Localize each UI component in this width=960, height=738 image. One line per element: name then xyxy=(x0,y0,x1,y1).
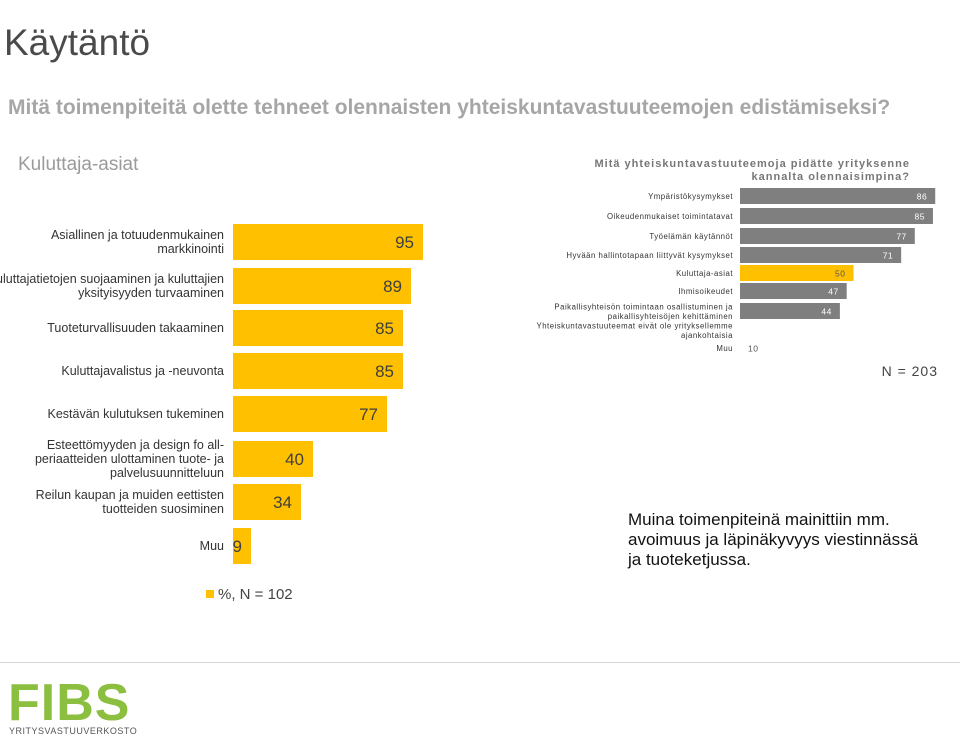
left-bar xyxy=(233,224,423,260)
legend-text: %, N = 102 xyxy=(218,586,293,603)
page-title: Käytäntö xyxy=(4,22,151,63)
left-bar-value: 9 xyxy=(233,537,242,556)
left-bar xyxy=(233,484,301,520)
note-line: Muina toimenpiteinä mainittiin mm. xyxy=(628,510,890,529)
right-category-label: Ihmisoikeudet xyxy=(678,287,733,296)
left-bar xyxy=(233,353,403,389)
left-bar-value: 85 xyxy=(375,362,394,381)
left-section-heading: Kuluttaja-asiat xyxy=(18,154,139,175)
logo-subtitle: YRITYSVASTUUVERKOSTO xyxy=(9,726,137,736)
left-category-label: Esteettömyyden ja design fo all-periaatt… xyxy=(35,438,224,480)
left-category-label: Kestävän kulutuksen tukeminen xyxy=(48,407,225,421)
right-section-heading: Mitä yhteiskuntavastuuteemoja pidätte yr… xyxy=(594,158,910,183)
right-bar xyxy=(740,247,902,263)
left-bar xyxy=(233,441,313,477)
left-category-label: Muu xyxy=(200,539,224,553)
left-chart-n-label: %, N = 102 xyxy=(206,586,293,603)
question-heading: Mitä toimenpiteitä olette tehneet olenna… xyxy=(8,96,891,119)
right-bar-value: 71 xyxy=(883,251,893,261)
right-category-label: Oikeudenmukaiset toimintatavat xyxy=(607,212,733,221)
left-bar-value: 85 xyxy=(375,319,394,338)
right-category-label: Yhteiskuntavastuuteemat eivät ole yrityk… xyxy=(537,321,734,340)
right-category-label: Ympäristökysymykset xyxy=(648,192,733,201)
right-bar-value: 85 xyxy=(914,212,924,222)
footer-bar xyxy=(0,662,960,738)
left-bar-value: 89 xyxy=(383,277,402,296)
left-bar xyxy=(233,310,403,346)
right-bar-value: 44 xyxy=(821,307,831,317)
note-line: ja tuoteketjussa. xyxy=(628,550,751,569)
right-category-label: Muu xyxy=(716,344,733,353)
right-bar xyxy=(740,303,840,319)
right-bar xyxy=(740,208,933,224)
right-bar-value: 86 xyxy=(917,192,927,202)
right-category-label: Paikallisyhteisön toimintaan osallistumi… xyxy=(554,302,733,321)
right-bar xyxy=(740,265,854,281)
left-category-label: Reilun kaupan ja muiden eettisten tuottei… xyxy=(36,488,224,516)
right-category-label: Hyvään hallintotapaan liittyvät kysymyks… xyxy=(566,251,733,260)
left-bar-value: 95 xyxy=(395,233,414,252)
note-line: avoimuus ja läpinäkyvyys viestinnässä xyxy=(628,530,919,549)
charts-canvas: 95 Asiallinen ja totuudenmukainen markkino… xyxy=(0,188,936,564)
left-bar xyxy=(233,396,387,432)
left-category-label: Asiallinen ja totuudenmukainen markkinoin… xyxy=(51,228,224,256)
left-bar-value: 77 xyxy=(359,405,378,424)
right-bar xyxy=(740,340,763,356)
left-bar-value: 40 xyxy=(285,450,304,469)
right-chart-n-label: N = 203 xyxy=(881,363,938,379)
right-bar xyxy=(740,283,847,299)
left-category-label: Kuluttajatietojen suojaaminen ja kulutta… xyxy=(0,272,224,300)
right-bar xyxy=(740,228,915,244)
legend-swatch xyxy=(206,590,214,598)
right-bar-value: 50 xyxy=(835,269,845,279)
left-category-label: Tuoteturvallisuuden takaaminen xyxy=(47,321,224,335)
right-bar-value: 77 xyxy=(896,232,906,242)
right-bar-value: 47 xyxy=(828,287,838,297)
right-category-label: Kuluttaja-asiat xyxy=(676,269,733,278)
right-category-label: Työelämän käytännöt xyxy=(649,232,733,241)
left-bar-value: 34 xyxy=(273,493,292,512)
left-bar xyxy=(233,268,411,304)
right-bar xyxy=(740,188,936,204)
left-bar xyxy=(233,528,251,564)
left-category-label: Kuluttajavalistus ja -neuvonta xyxy=(61,364,224,378)
right-bar-value: 10 xyxy=(748,344,758,354)
fibs-logo: FIBS YRITYSVASTUUVERKOSTO xyxy=(8,676,137,736)
other-measures-note: Muina toimenpiteinä mainittiin mm. avoim… xyxy=(628,510,918,570)
logo-text: FIBS xyxy=(8,676,130,732)
